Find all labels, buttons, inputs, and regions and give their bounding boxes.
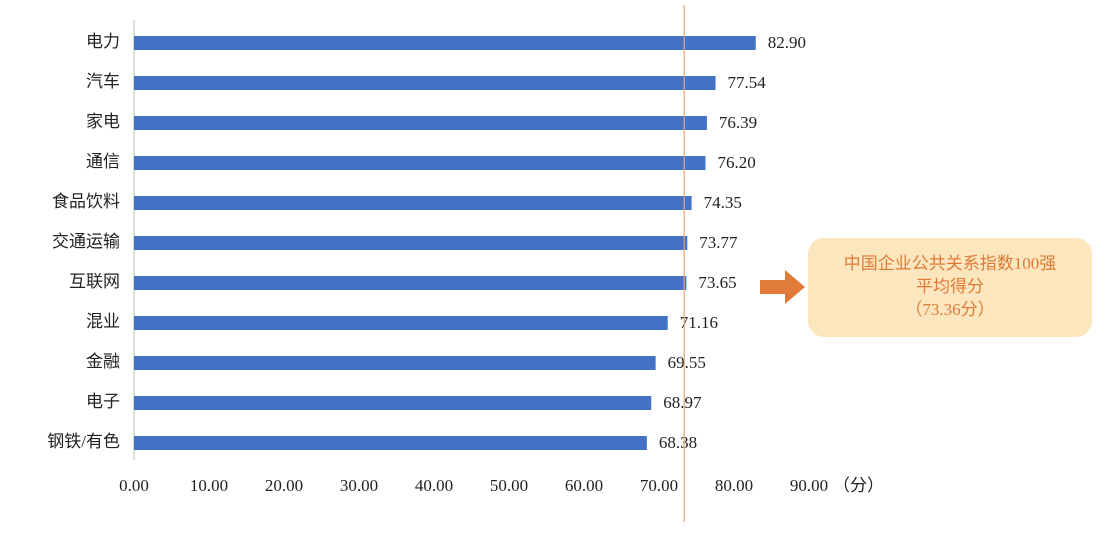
x-tick-label: 10.00 [190,476,228,495]
value-label: 74.35 [704,193,742,212]
x-tick-label: 80.00 [715,476,753,495]
x-tick-label: 60.00 [565,476,603,495]
bar [134,316,668,330]
bar [134,436,647,450]
x-tick-label: 0.00 [119,476,149,495]
bar [134,156,706,170]
x-tick-label: 50.00 [490,476,528,495]
bar [134,356,656,370]
bar [134,236,688,250]
bar [134,276,687,290]
y-tick-label: 混业 [86,312,120,331]
bar [134,116,707,130]
annotation-text: （73.36分） [905,300,994,319]
y-tick-label: 电子 [86,392,120,411]
bar [134,396,652,410]
bar [134,36,756,50]
x-tick-label: 30.00 [340,476,378,495]
y-tick-label: 通信 [86,152,120,171]
value-label: 77.54 [728,73,767,92]
value-label: 82.90 [768,33,806,52]
value-label: 73.65 [698,273,736,292]
bar [134,196,692,210]
value-label: 68.38 [659,433,697,452]
bar [134,76,716,90]
value-label: 71.16 [680,313,718,332]
y-tick-label: 钢铁/有色 [47,432,120,451]
annotation-text: 中国企业公共关系指数100强 [844,254,1057,273]
value-label: 76.20 [718,153,756,172]
y-tick-label: 交通运输 [52,232,120,251]
y-tick-label: 家电 [86,112,120,131]
value-label: 76.39 [719,113,757,132]
annotation-arrow [760,270,805,304]
annotation-box [808,238,1092,337]
value-label: 73.77 [699,233,738,252]
annotation-text: 平均得分 [916,277,984,296]
y-tick-label: 电力 [86,32,120,51]
y-tick-label: 金融 [86,352,120,371]
x-tick-label: 70.00 [640,476,678,495]
value-label: 68.97 [663,393,702,412]
y-tick-label: 互联网 [69,272,120,291]
x-tick-label: 90.00 [790,476,828,495]
x-tick-label: 20.00 [265,476,303,495]
x-tick-label: 40.00 [415,476,453,495]
y-tick-label: 食品饮料 [52,192,120,211]
value-label: 69.55 [668,353,706,372]
y-tick-label: 汽车 [86,72,120,91]
x-axis-label: （分） [833,476,884,495]
